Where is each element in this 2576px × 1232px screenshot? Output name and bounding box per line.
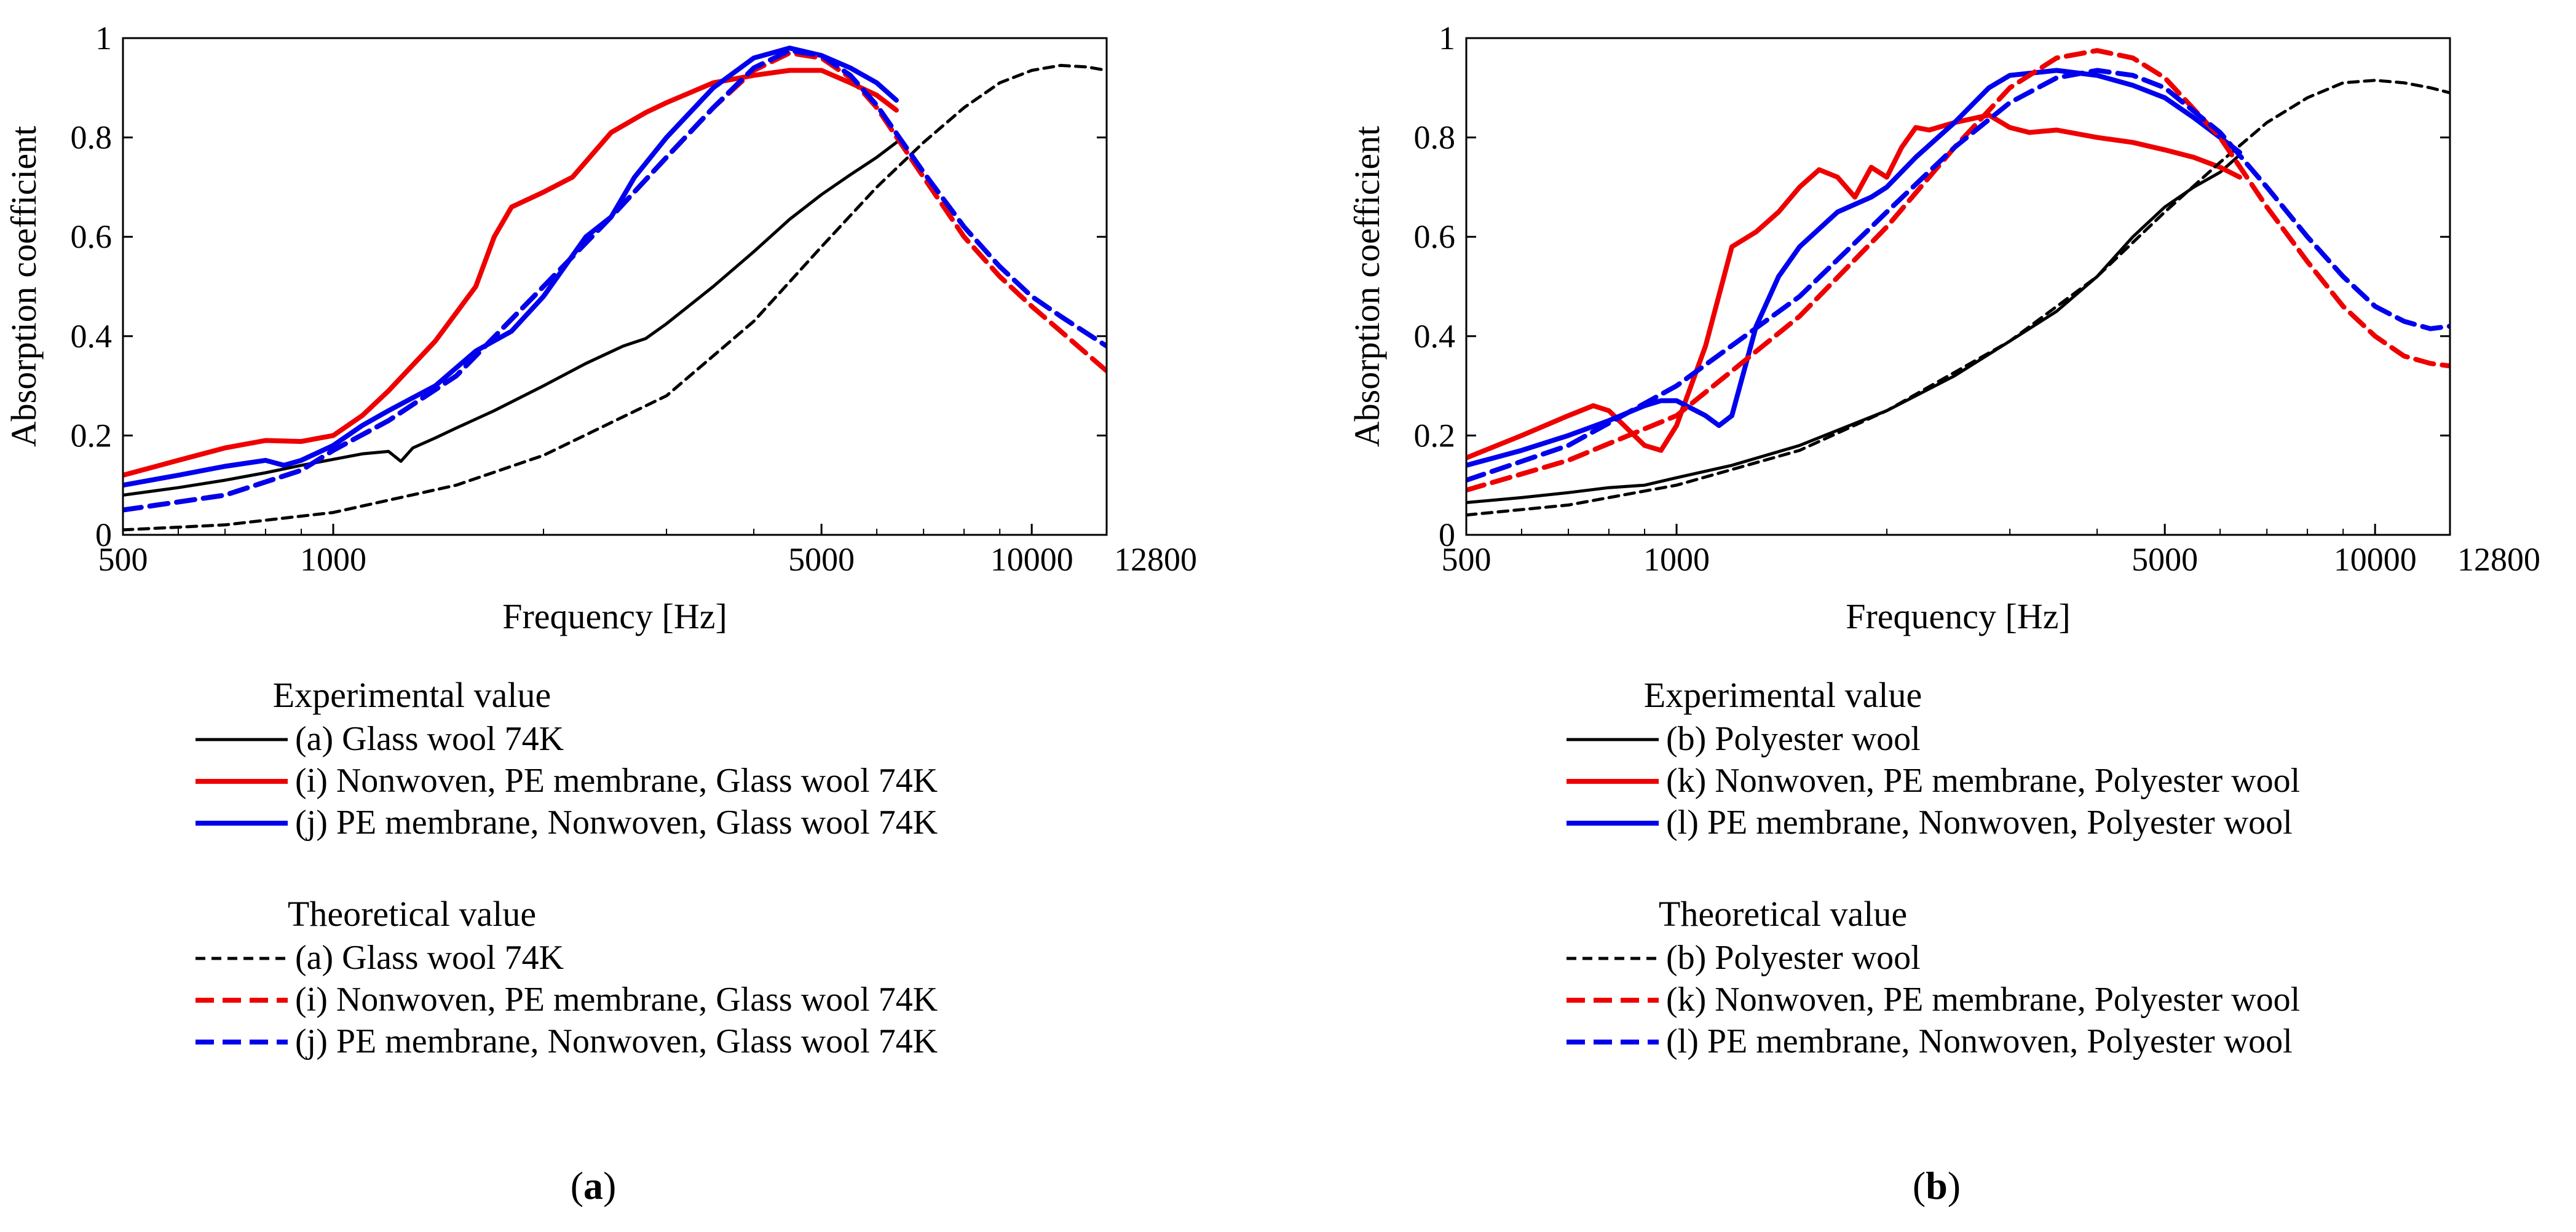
y-tick-label: 1 bbox=[95, 20, 112, 57]
legend-item-label: (j) PE membrane, Nonwoven, Glass wool 74… bbox=[295, 1022, 938, 1060]
x-tick-label: 12800 bbox=[1114, 541, 1197, 578]
chart-panel-b: 0 0.2 0.4 0.6 0.8 1 500 1000 5000 10000 12800 Frequ… bbox=[1347, 20, 2540, 1207]
legend-item-label: (b) Polyester wool bbox=[1666, 720, 1921, 758]
x-axis-title: Frequency [Hz] bbox=[502, 596, 727, 636]
panel-label-part: ) bbox=[1948, 1164, 1961, 1207]
legend-heading: Theoretical value bbox=[288, 894, 536, 934]
x-tick-label: 10000 bbox=[2334, 541, 2417, 578]
y-tick-label: 0.4 bbox=[1414, 318, 1456, 355]
series-line-exp-2 bbox=[1466, 68, 2242, 468]
legend-heading: Theoretical value bbox=[1659, 894, 1907, 934]
y-tick-label: 1 bbox=[1439, 20, 1455, 57]
plot-frame bbox=[122, 37, 1108, 536]
panel-label-part: b bbox=[1926, 1164, 1948, 1207]
legend-item-label: (k) Nonwoven, PE membrane, Polyester woo… bbox=[1666, 762, 2300, 800]
legend-item-label: (i) Nonwoven, PE membrane, Glass wool 74… bbox=[295, 981, 938, 1019]
legend-item-label: (l) PE membrane, Nonwoven, Polyester woo… bbox=[1666, 1022, 2293, 1060]
y-tick-label: 0 bbox=[95, 516, 112, 553]
x-tick-label: 1000 bbox=[300, 541, 366, 578]
y-axis-title: Absorption coefficient bbox=[4, 126, 44, 447]
series-line-theo-3 bbox=[123, 63, 1107, 532]
legend-item-label: (a) Glass wool 74K bbox=[295, 720, 564, 758]
y-tick-label: 0.2 bbox=[71, 417, 113, 454]
y-tick-label: 0.6 bbox=[71, 218, 113, 255]
panel-label-part: ( bbox=[1913, 1164, 1926, 1207]
series-line-theo-5 bbox=[1466, 68, 2450, 483]
chart-panel-a: 0 0.2 0.4 0.6 0.8 1 500 1000 5000 10000 12800 Frequ… bbox=[4, 20, 1197, 1207]
y-tick-label: 0.6 bbox=[1414, 218, 1456, 255]
legend-item-label: (l) PE membrane, Nonwoven, Polyester woo… bbox=[1666, 804, 2293, 842]
x-tick-label: 500 bbox=[98, 541, 148, 578]
series-line-theo-3 bbox=[1466, 79, 2450, 517]
x-tick-label: 500 bbox=[1442, 541, 1491, 578]
legend-group-theoretical: Theoretical value (b) Polyester wool (k) N… bbox=[1567, 894, 2300, 1060]
y-tick-label: 0.8 bbox=[1414, 119, 1456, 156]
series-line-theo-5 bbox=[123, 48, 1107, 513]
legend-item-label: (a) Glass wool 74K bbox=[295, 939, 564, 977]
legend-group-theoretical: Theoretical value (a) Glass wool 74K (i) N… bbox=[196, 894, 938, 1060]
legend-heading: Experimental value bbox=[1644, 675, 1922, 715]
series-group bbox=[123, 45, 1107, 532]
legend-item-label: (i) Nonwoven, PE membrane, Glass wool 74… bbox=[295, 762, 938, 800]
y-axis-title: Absorption coefficient bbox=[1347, 126, 1387, 447]
y-tick-label: 0.8 bbox=[71, 119, 113, 156]
legend-item-label: (b) Polyester wool bbox=[1666, 939, 1921, 977]
series-line-exp-0 bbox=[1466, 153, 2242, 504]
series-line-theo-4 bbox=[1466, 48, 2450, 493]
series-line-exp-1 bbox=[123, 68, 899, 478]
y-tick-label: 0.2 bbox=[1414, 417, 1456, 454]
x-tick-label: 1000 bbox=[1643, 541, 1710, 578]
panel-label-part: ) bbox=[603, 1164, 616, 1207]
series-line-exp-0 bbox=[123, 141, 898, 497]
series-line-exp-1 bbox=[1466, 113, 2242, 460]
series-line-exp-2 bbox=[123, 45, 899, 488]
panel-label-part: a bbox=[583, 1164, 603, 1207]
plot-frame bbox=[1465, 37, 2451, 536]
panel-label: (b) bbox=[1913, 1164, 1961, 1207]
panel-label: (a) bbox=[571, 1164, 617, 1207]
panel-label-part: ( bbox=[571, 1164, 583, 1207]
legend-item-label: (k) Nonwoven, PE membrane, Polyester woo… bbox=[1666, 981, 2300, 1019]
y-tick-label: 0.4 bbox=[71, 318, 113, 355]
y-tick-label: 0 bbox=[1439, 516, 1455, 553]
legend-group-experimental: Experimental value (b) Polyester wool (k) … bbox=[1567, 675, 2300, 842]
series-group bbox=[1466, 48, 2450, 517]
x-tick-label: 5000 bbox=[788, 541, 855, 578]
legend-group-experimental: Experimental value (a) Glass wool 74K (i) … bbox=[196, 675, 938, 842]
x-tick-label: 12800 bbox=[2457, 541, 2540, 578]
x-tick-label: 10000 bbox=[990, 541, 1073, 578]
x-tick-label: 5000 bbox=[2132, 541, 2198, 578]
legend-item-label: (j) PE membrane, Nonwoven, Glass wool 74… bbox=[295, 804, 938, 842]
legend-heading: Experimental value bbox=[273, 675, 551, 715]
x-axis-title: Frequency [Hz] bbox=[1846, 596, 2071, 636]
